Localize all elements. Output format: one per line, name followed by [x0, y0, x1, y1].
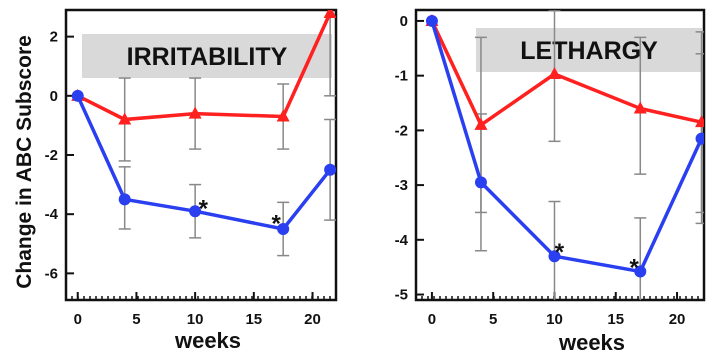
y-tick-label: -1 — [395, 68, 408, 85]
x-tick-label: 10 — [546, 311, 563, 328]
panel-title-box — [476, 28, 702, 72]
data-point-circle — [474, 176, 487, 189]
data-point-triangle — [118, 112, 132, 125]
x-tick-label: 0 — [74, 311, 82, 328]
x-tick-label: 5 — [132, 311, 140, 328]
data-point-circle — [324, 163, 336, 176]
y-tick-label: -2 — [395, 122, 408, 139]
y-tick-label: -4 — [395, 232, 409, 249]
y-axis-title: Change in ABC Subscore — [13, 35, 36, 289]
x-tick-label: 20 — [304, 311, 321, 328]
y-tick-label: -2 — [45, 147, 58, 164]
data-point-triangle — [633, 101, 647, 114]
y-tick-label: -5 — [395, 287, 408, 304]
significance-marker: * — [271, 211, 281, 238]
x-axis-title: weeks — [174, 328, 241, 353]
data-point-circle — [71, 89, 84, 102]
x-axis-title: weeks — [558, 330, 625, 355]
data-point-circle — [695, 132, 704, 145]
data-point-circle — [118, 193, 131, 206]
data-point-circle — [425, 14, 438, 27]
data-point-circle — [634, 265, 647, 278]
data-point-triangle — [547, 67, 561, 80]
panel-lethargy: LETHARGY 0 5 10 15 20 0 -1 -2 -3 -4 -5 weeks * * — [395, 8, 706, 355]
panel-title-box — [82, 34, 332, 78]
significance-marker: * — [629, 255, 639, 282]
data-point-triangle — [323, 10, 336, 18]
y-tick-label: -3 — [395, 177, 408, 194]
y-tick-label: 2 — [50, 29, 58, 46]
data-point-circle — [548, 250, 561, 263]
significance-marker: * — [555, 239, 565, 266]
plot-data-layer — [71, 10, 336, 257]
data-point-circle — [277, 222, 290, 235]
x-tick-label: 15 — [607, 311, 624, 328]
plot-data-layer — [425, 10, 704, 300]
data-point-triangle — [188, 106, 202, 119]
data-point-triangle — [474, 117, 488, 130]
data-point-triangle — [695, 115, 704, 128]
x-tick-label: 10 — [187, 311, 204, 328]
data-point-circle — [189, 205, 202, 218]
panel-title: LETHARGY — [520, 37, 658, 65]
data-point-triangle — [276, 109, 290, 122]
x-tick-label: 5 — [489, 311, 497, 328]
x-tick-label: 20 — [669, 311, 686, 328]
x-tick-label: 0 — [428, 311, 436, 328]
panel-title: IRRITABILITY — [127, 43, 288, 71]
y-tick-label: 0 — [400, 13, 408, 30]
y-tick-label: -6 — [45, 265, 58, 282]
x-tick-label: 15 — [245, 311, 262, 328]
significance-marker: * — [199, 196, 209, 223]
y-tick-label: 0 — [50, 88, 58, 105]
y-tick-label: -4 — [45, 206, 59, 223]
